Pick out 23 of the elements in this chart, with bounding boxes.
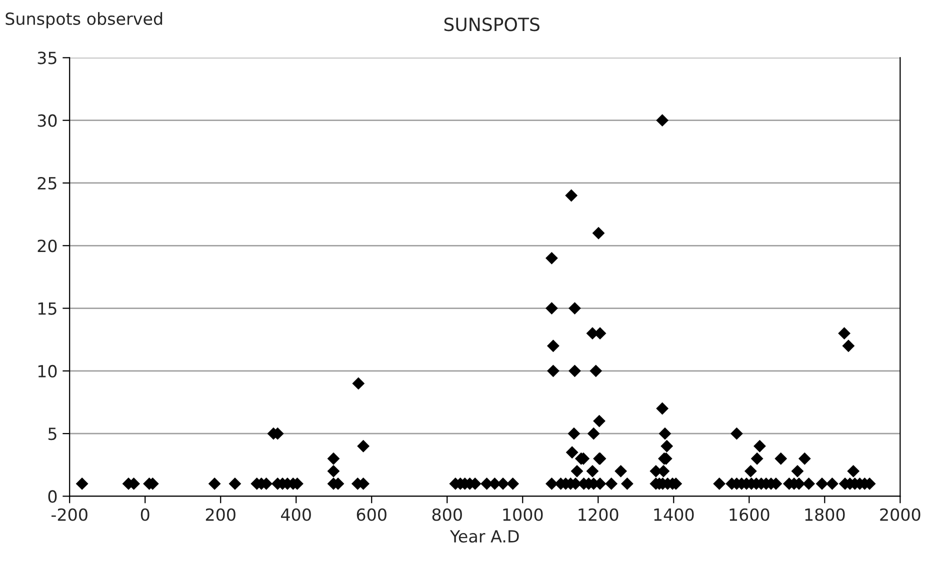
y-tick-label: 30 bbox=[38, 114, 57, 127]
y-axis-title: Sunspots observed bbox=[6, 12, 162, 28]
x-tick-label: 1200 bbox=[578, 508, 618, 521]
x-tick-label: 1000 bbox=[503, 508, 543, 521]
x-tick-label: 0 bbox=[140, 508, 150, 521]
x-axis-title: Year A.D bbox=[450, 530, 519, 543]
y-tick-label: 35 bbox=[38, 52, 56, 64]
x-tick-label: -200 bbox=[52, 508, 88, 521]
x-tick-label: 1800 bbox=[805, 508, 845, 521]
x-tick-label: 200 bbox=[206, 508, 236, 521]
x-tick-label: 600 bbox=[356, 508, 386, 521]
y-tick-label: 15 bbox=[38, 302, 56, 315]
x-tick-label: 1400 bbox=[654, 508, 694, 521]
y-tick-label: 25 bbox=[38, 176, 56, 190]
x-tick-label: 2000 bbox=[880, 508, 920, 521]
y-tick-label: 5 bbox=[48, 428, 56, 440]
x-tick-label: 400 bbox=[281, 508, 311, 521]
y-tick-label: 0 bbox=[48, 490, 57, 503]
x-tick-label: 800 bbox=[432, 508, 462, 521]
chart-title: SUNSPOTS bbox=[444, 18, 540, 32]
y-tick-label: 10 bbox=[38, 364, 57, 378]
x-tick-label: 1600 bbox=[730, 508, 770, 521]
y-tick-label: 20 bbox=[38, 240, 57, 252]
